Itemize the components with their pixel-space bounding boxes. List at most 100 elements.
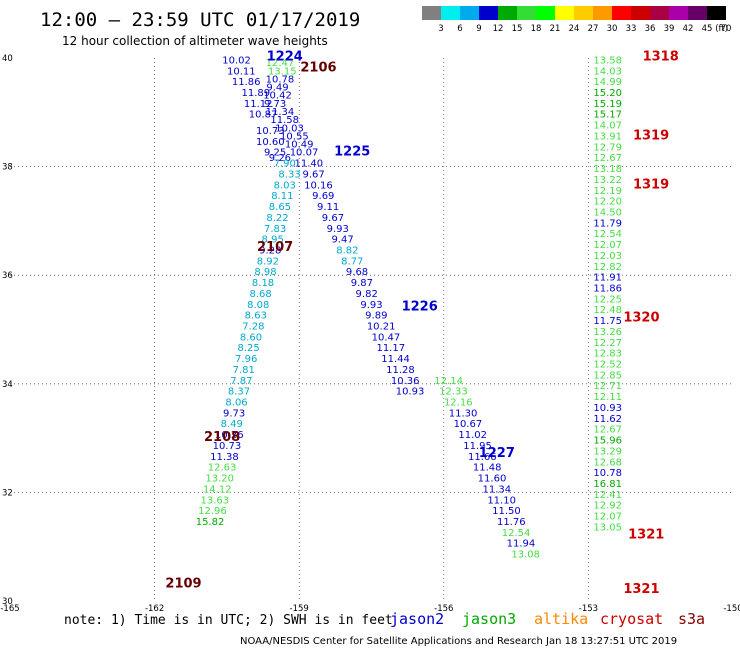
- pass-label: 2107: [257, 240, 293, 255]
- color-scale-label: 12: [493, 24, 504, 34]
- color-scale-label: 15: [512, 24, 523, 34]
- wave-height-point: 11.86: [593, 283, 622, 294]
- wave-height-point: 11.40: [295, 159, 324, 170]
- wave-height-point: 12.67: [593, 153, 622, 164]
- wave-height-point: 11.17: [376, 343, 405, 354]
- wave-height-point: 11.10: [487, 495, 516, 506]
- pass-label: 1319: [633, 128, 669, 143]
- wave-height-point: 8.49: [221, 419, 243, 430]
- wave-height-point: 12.96: [198, 506, 227, 517]
- wave-height-point: 8.82: [336, 245, 358, 256]
- color-scale-swatch: [517, 6, 536, 20]
- wave-height-point: 15.96: [593, 436, 622, 447]
- wave-height-point: 12.03: [593, 251, 622, 262]
- wave-height-point: 16.81: [593, 479, 622, 490]
- wave-height-point: 12.67: [593, 425, 622, 436]
- wave-height-point: 10.21: [367, 322, 396, 333]
- wave-height-point: 12.16: [444, 398, 473, 409]
- pass-label: 1224: [267, 50, 303, 65]
- wave-height-point: 13.20: [205, 474, 234, 485]
- wave-height-point: 9.67: [303, 169, 325, 180]
- wave-height-point: 9.93: [360, 300, 382, 311]
- wave-height-point: 8.98: [254, 267, 276, 278]
- pass-label: 1320: [623, 310, 659, 325]
- color-scale-swatch: [479, 6, 498, 20]
- legend-satellite: s3a: [678, 610, 705, 628]
- wave-height-point: 13.58: [593, 55, 622, 66]
- wave-height-point: 10.11: [227, 66, 256, 77]
- wave-height-point: 12.14: [434, 376, 463, 387]
- wave-height-point: 15.19: [593, 99, 622, 110]
- wave-height-point: 14.12: [203, 484, 232, 495]
- wave-height-point: 8.06: [225, 398, 247, 409]
- wave-height-point: 11.38: [210, 452, 239, 463]
- wave-height-point: 8.22: [266, 213, 288, 224]
- wave-height-point: 7.83: [264, 224, 286, 235]
- wave-height-point: 11.28: [386, 365, 415, 376]
- wave-height-point: 15.20: [593, 88, 622, 99]
- wave-height-point: 11.12: [244, 99, 273, 110]
- wave-height-point: 12.07: [593, 240, 622, 251]
- color-scale-label: 30: [607, 24, 618, 34]
- color-scale-swatch: [669, 6, 688, 20]
- wave-height-point: 8.33: [278, 169, 300, 180]
- x-tick-label: -162: [145, 604, 164, 614]
- wave-height-point: 8.68: [250, 289, 272, 300]
- wave-height-point: 9.26: [269, 153, 291, 164]
- wave-height-point: 12.20: [593, 197, 622, 208]
- wave-height-point: 14.50: [593, 207, 622, 218]
- pass-label: 1227: [479, 446, 515, 461]
- wave-height-point: 9.68: [346, 267, 368, 278]
- y-tick-label: 38: [2, 163, 13, 173]
- wave-height-point: 15.82: [196, 517, 225, 528]
- wave-height-point: 12.71: [593, 381, 622, 392]
- wave-height-point: 11.95: [463, 441, 492, 452]
- wave-height-point: 9.28: [259, 245, 281, 256]
- wave-height-point: 13.08: [511, 550, 540, 561]
- wave-height-point: 10.47: [372, 332, 401, 343]
- legend-satellite: altika: [534, 610, 588, 628]
- wave-height-point: 11.62: [593, 414, 622, 425]
- color-scale-label: 18: [531, 24, 542, 34]
- wave-height-point: 8.60: [240, 332, 262, 343]
- wave-height-point: 14.07: [593, 121, 622, 132]
- chart-subtitle: 12 hour collection of altimeter wave hei…: [62, 34, 328, 48]
- wave-height-point: 10.03: [275, 123, 304, 134]
- wave-height-point: 7.87: [230, 376, 252, 387]
- color-scale-label: 45: [702, 24, 713, 34]
- wave-height-point: 9.69: [312, 191, 334, 202]
- y-tick-label: 34: [2, 380, 13, 390]
- color-scale-label: 33: [626, 24, 637, 34]
- color-scale-swatch: [460, 6, 479, 20]
- pass-label: 1321: [628, 528, 664, 543]
- wave-height-point: 8.92: [257, 256, 279, 267]
- pass-label: 1318: [643, 50, 679, 65]
- color-scale-swatch: [555, 6, 574, 20]
- footer-credit: NOAA/NESDIS Center for Satellite Applica…: [240, 636, 677, 647]
- wave-height-point: 11.34: [482, 484, 511, 495]
- wave-height-point: 9.49: [266, 83, 288, 94]
- color-scale-label: 9: [476, 24, 481, 34]
- wave-height-point: 13.22: [593, 175, 622, 186]
- wave-height-point: 8.11: [271, 191, 293, 202]
- y-tick-label: 30: [2, 597, 13, 607]
- wave-height-point: 7.28: [242, 322, 264, 333]
- wave-height-point: 12.33: [439, 387, 468, 398]
- wave-height-point: 12.68: [593, 457, 622, 468]
- color-scale-swatch: [688, 6, 707, 20]
- wave-height-point: 9.87: [351, 278, 373, 289]
- wave-height-point: 9.89: [365, 311, 387, 322]
- wave-height-point: 9.93: [327, 224, 349, 235]
- x-tick-label: -159: [290, 604, 309, 614]
- wave-height-point: 11.30: [449, 408, 478, 419]
- color-scale-label: 24: [569, 24, 580, 34]
- wave-height-point: 12.27: [593, 338, 622, 349]
- wave-height-point: 9.73: [223, 408, 245, 419]
- wave-height-point: 8.37: [228, 387, 250, 398]
- wave-height-point: 10.49: [285, 140, 314, 151]
- wave-height-point: 12.79: [593, 142, 622, 153]
- wave-height-point: 11.34: [266, 107, 295, 118]
- color-scale-label: 27: [588, 24, 599, 34]
- color-scale-label: 6: [457, 24, 462, 34]
